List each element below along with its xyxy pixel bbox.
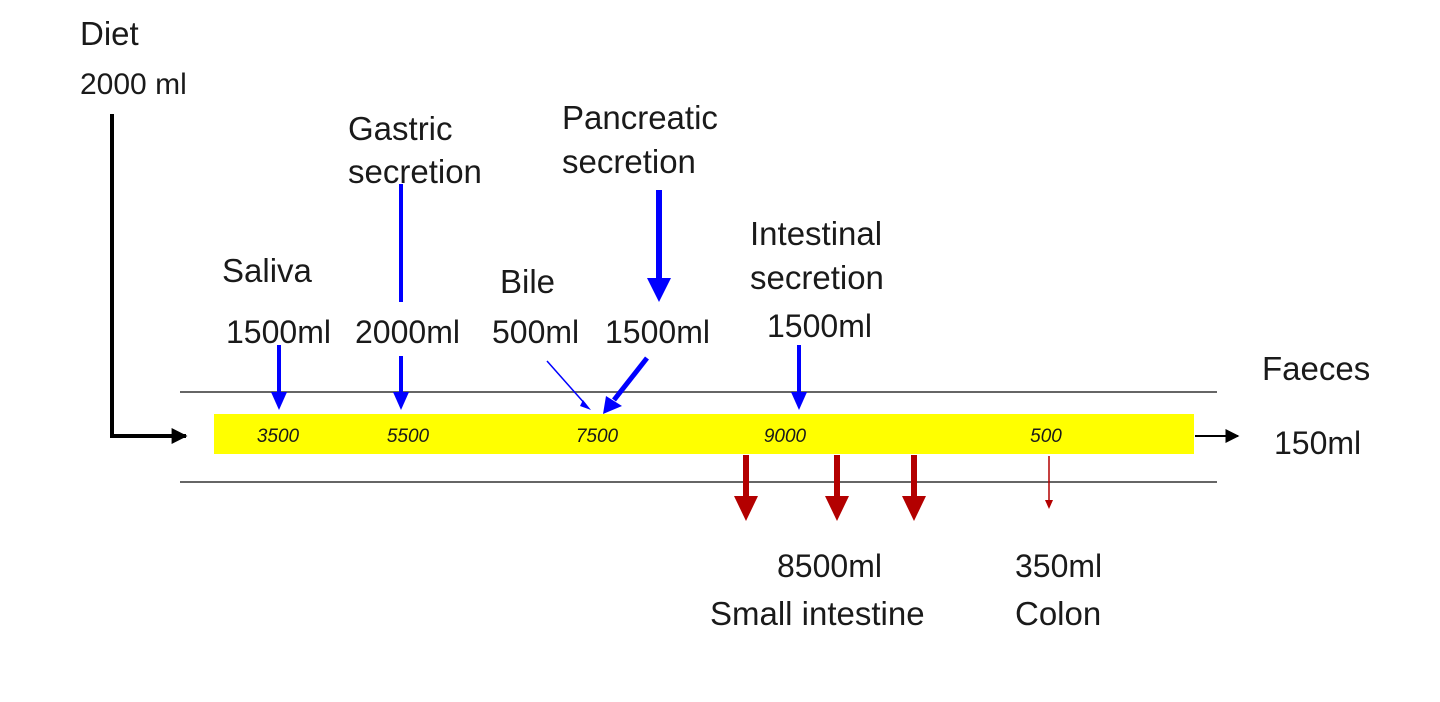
intestinal-label-line2: secretion: [750, 259, 884, 296]
pancreatic-label-line2: secretion: [562, 143, 696, 180]
pancreatic-volume: 1500ml: [605, 314, 710, 350]
faeces-volume: 150ml: [1274, 425, 1362, 461]
diet-title: Diet: [80, 15, 139, 52]
gastric-label-line2: secretion: [348, 153, 482, 190]
gastric-volume: 2000ml: [355, 314, 460, 350]
gut-value-2: 5500: [386, 426, 430, 447]
pancreatic-arrow: [603, 190, 671, 414]
intestinal-label-line1: Intestinal: [750, 215, 883, 252]
intestinal-arrow: [791, 345, 807, 410]
bile-volume: 500ml: [492, 314, 580, 350]
gastric-arrow: [393, 184, 409, 410]
intestinal-volume: 1500ml: [767, 308, 872, 344]
colon-volume: 350ml: [1015, 548, 1103, 584]
faeces-label: Faeces: [1262, 350, 1371, 387]
gut-value-3: 7500: [575, 426, 619, 447]
gut-value-1: 3500: [256, 426, 300, 447]
diet-volume: 2000 ml: [80, 68, 187, 101]
colon-label: Colon: [1015, 595, 1102, 632]
saliva-label: Saliva: [222, 252, 312, 289]
bile-arrow: [546, 360, 591, 410]
small-intestine-absorption-arrows: [734, 455, 926, 521]
saliva-arrow: [271, 345, 287, 410]
pancreatic-label-line1: Pancreatic: [562, 99, 718, 136]
gut-lumen: [214, 414, 1194, 454]
diet-arrow: [110, 114, 188, 444]
colon-absorption-arrow: [1045, 456, 1053, 509]
small-intestine-volume: 8500ml: [777, 548, 882, 584]
bile-label: Bile: [500, 263, 556, 300]
gut-value-5: 500: [1030, 426, 1062, 447]
small-intestine-label: Small intestine: [710, 595, 925, 632]
gastric-label-line1: Gastric: [348, 110, 453, 147]
saliva-volume: 1500ml: [226, 314, 331, 350]
gut-value-4: 9000: [763, 426, 807, 447]
